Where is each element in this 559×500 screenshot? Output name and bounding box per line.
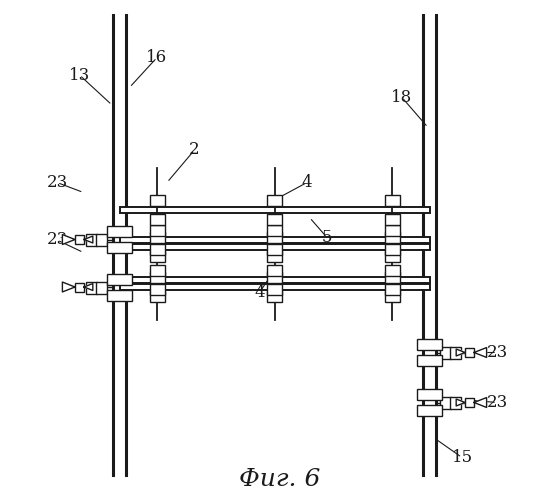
Polygon shape [63,282,75,292]
Bar [440,397,451,409]
Bar [385,232,400,243]
Bar [450,347,461,359]
Polygon shape [456,349,465,356]
Polygon shape [84,284,93,290]
Bar [149,291,164,302]
Text: 23: 23 [46,174,68,191]
Bar [417,405,442,416]
Bar [385,194,400,205]
Bar [267,194,282,205]
Bar [417,355,442,366]
Text: 4: 4 [302,174,312,191]
Bar [149,264,164,276]
Bar [107,290,132,300]
Bar [149,232,164,243]
Bar [120,244,429,250]
Bar [120,236,429,242]
Polygon shape [474,348,486,358]
Bar [385,264,400,276]
Polygon shape [63,234,75,244]
Bar [96,282,107,294]
Bar [267,251,282,262]
Bar [107,242,132,253]
Text: Фиг. 6: Фиг. 6 [239,468,320,491]
Polygon shape [456,399,465,406]
Bar [107,226,132,237]
Bar [267,291,282,302]
Bar [107,274,132,284]
Bar [385,244,400,254]
Bar [149,214,164,224]
Bar [149,251,164,262]
Bar [149,194,164,205]
Bar [267,244,282,254]
Bar [120,206,429,212]
Bar [149,284,164,294]
Bar [149,272,164,283]
Bar [385,284,400,294]
Bar [75,282,84,292]
Text: 5: 5 [322,229,332,246]
Text: 16: 16 [146,49,168,66]
Bar [267,284,282,294]
Text: 23: 23 [486,394,508,411]
Bar [385,251,400,262]
Text: 18: 18 [391,89,413,106]
Text: 4: 4 [254,284,265,301]
Polygon shape [84,236,93,243]
Text: 15: 15 [452,449,472,466]
Text: 13: 13 [69,66,90,84]
Text: 23: 23 [46,232,68,248]
Bar [385,214,400,224]
Bar [149,244,164,254]
Bar [450,397,461,409]
Bar [267,232,282,243]
Bar [267,224,282,235]
Bar [267,214,282,224]
Bar [385,291,400,302]
Bar [75,235,84,244]
Bar [86,282,97,294]
Bar [120,276,429,282]
Text: 2: 2 [189,142,200,158]
Bar [385,224,400,235]
Bar [267,264,282,276]
Bar [465,398,474,407]
Bar [86,234,97,246]
Bar [267,272,282,283]
Bar [120,284,429,290]
Bar [465,348,474,357]
Bar [96,234,107,246]
Bar [149,224,164,235]
Bar [440,347,451,359]
Polygon shape [474,398,486,407]
Bar [417,339,442,350]
Text: 23: 23 [486,344,508,361]
Bar [417,389,442,400]
Bar [385,272,400,283]
